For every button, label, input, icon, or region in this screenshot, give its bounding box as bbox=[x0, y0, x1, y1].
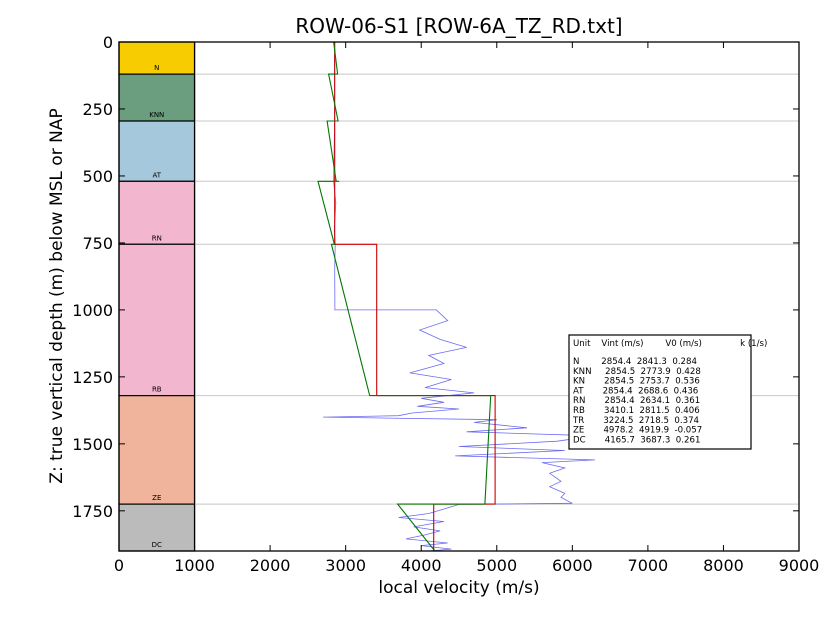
unit-label-at: AT bbox=[153, 171, 162, 179]
legend-row: RN 2854.4 2634.1 0.361 bbox=[573, 396, 700, 406]
legend-row: ZE 4978.2 4919.9 -0.057 bbox=[573, 426, 702, 436]
x-tick-label: 9000 bbox=[779, 556, 820, 575]
x-axis: 0 1000 2000 3000 4000 5000 6000 7000 8000 9000 bbox=[114, 42, 819, 575]
legend-row: KN 2854.5 2753.7 0.536 bbox=[573, 377, 700, 387]
y-tick-label: 1750 bbox=[72, 502, 113, 521]
unit-block-knn bbox=[118, 73, 196, 122]
chart-title: ROW-06-S1 [ROW-6A_TZ_RD.txt] bbox=[295, 14, 622, 38]
x-tick-label: 0 bbox=[114, 556, 124, 575]
series-line-0 bbox=[334, 42, 496, 551]
y-tick-label: 0 bbox=[103, 33, 113, 52]
unit-block-ze bbox=[118, 395, 196, 505]
legend-header: Unit Vint (m/s) V0 (m/s) k (1/s) bbox=[573, 339, 767, 349]
unit-label-dc: DC bbox=[152, 541, 162, 549]
x-tick-label: 6000 bbox=[552, 556, 593, 575]
legend: Unit Vint (m/s) V0 (m/s) k (1/s) N 2854.4… bbox=[568, 334, 767, 450]
legend-row: DC 4165.7 3687.3 0.261 bbox=[573, 435, 700, 445]
series-line-1 bbox=[317, 41, 492, 552]
plot-frame bbox=[118, 41, 800, 552]
x-tick-label: 7000 bbox=[628, 556, 669, 575]
legend-row: N 2854.4 2841.3 0.284 bbox=[573, 357, 697, 367]
y-tick-label: 750 bbox=[82, 234, 113, 253]
unit-label-rb: RB bbox=[152, 386, 162, 394]
unit-label-ze: ZE bbox=[152, 494, 161, 502]
x-tick-label: 4000 bbox=[401, 556, 442, 575]
legend-row: KNN 2854.5 2773.9 0.428 bbox=[573, 367, 701, 377]
y-tick-label: 250 bbox=[82, 100, 113, 119]
y-tick-label: 1250 bbox=[72, 368, 113, 387]
x-tick-label: 2000 bbox=[250, 556, 291, 575]
legend-box bbox=[568, 334, 752, 450]
x-axis-title: local velocity (m/s) bbox=[378, 578, 539, 598]
y-tick-label: 1000 bbox=[72, 301, 113, 320]
x-tick-label: 8000 bbox=[703, 556, 744, 575]
unit-block-at bbox=[118, 120, 196, 182]
grid-lines bbox=[193, 42, 799, 551]
x-tick-label: 1000 bbox=[174, 556, 215, 575]
series-line-2 bbox=[322, 42, 596, 552]
y-axis-title: Z: true vertical depth (m) below MSL or … bbox=[47, 108, 67, 483]
y-tick-label: 1500 bbox=[72, 435, 113, 454]
legend-row: AT 2854.4 2688.6 0.436 bbox=[573, 386, 698, 396]
y-axis: 0 250 500 750 1000 1250 1500 1750 bbox=[72, 33, 799, 521]
legend-row: RB 3410.1 2811.5 0.406 bbox=[573, 406, 700, 416]
x-tick-label: 5000 bbox=[476, 556, 517, 575]
series-layer bbox=[317, 41, 596, 552]
x-tick-label: 3000 bbox=[325, 556, 366, 575]
legend-row: TR 3224.5 2718.5 0.374 bbox=[572, 416, 699, 426]
unit-block-rb bbox=[118, 243, 196, 397]
y-tick-label: 500 bbox=[82, 167, 113, 186]
unit-label-n: N bbox=[154, 64, 159, 72]
unit-column: N KNN AT RN RB ZE DC bbox=[118, 41, 196, 552]
unit-label-rn: RN bbox=[152, 234, 162, 242]
unit-label-knn: KNN bbox=[149, 111, 164, 119]
